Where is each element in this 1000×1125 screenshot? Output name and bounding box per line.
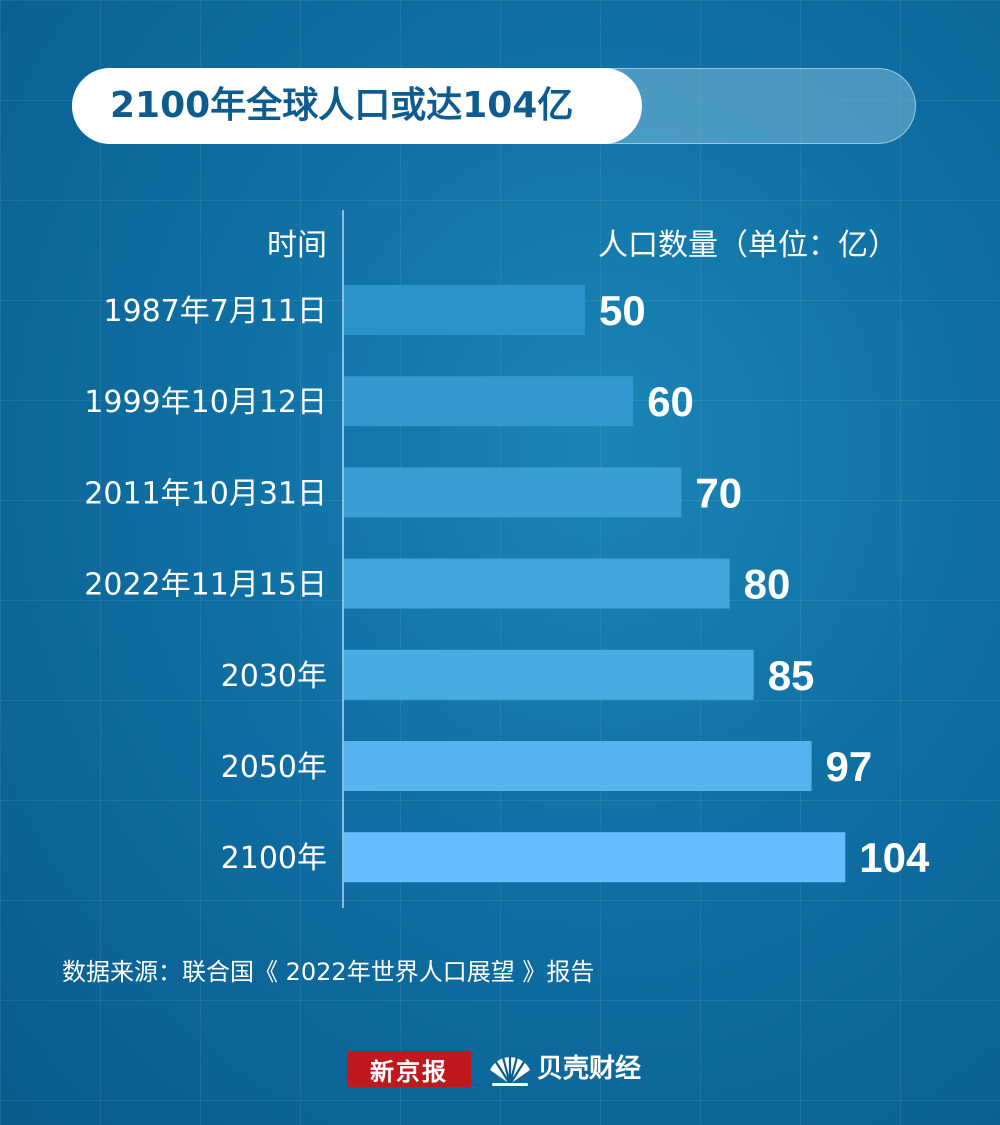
- category-label-3: 2022年11月15日: [84, 568, 327, 603]
- category-label-5: 2050年: [221, 750, 327, 785]
- value-label-6: 104: [859, 834, 930, 881]
- data-source-note: 数据来源：联合国《 2022年世界人口展望 》报告: [62, 958, 595, 986]
- value-label-3: 80: [744, 561, 791, 608]
- chart-title: 2100年全球人口或达104亿: [110, 85, 574, 126]
- category-label-0: 1987年7月11日: [103, 294, 327, 329]
- bar-3: [344, 558, 730, 609]
- category-axis-line: [342, 210, 344, 908]
- category-label-6: 2100年: [221, 841, 327, 876]
- title-banner-highlight: [72, 68, 642, 144]
- shell-icon: [490, 1056, 530, 1086]
- bar-6: [344, 832, 846, 883]
- value-label-1: 60: [647, 378, 694, 425]
- bar-5: [344, 741, 812, 791]
- bar-1: [344, 376, 634, 427]
- time-column-header: 时间: [267, 228, 327, 263]
- value-label-5: 97: [826, 743, 873, 790]
- beike-finance-logo-text: 贝壳财经: [537, 1054, 642, 1084]
- bar-0: [344, 285, 585, 335]
- category-label-2: 2011年10月31日: [84, 476, 327, 511]
- xinjingbao-logo: 新京报: [347, 1051, 471, 1087]
- xinjingbao-logo-text: 新京报: [370, 1056, 448, 1086]
- value-label-2: 70: [695, 469, 742, 516]
- category-label-1: 1999年10月12日: [84, 385, 327, 420]
- category-label-4: 2030年: [221, 659, 327, 694]
- bar-4: [344, 649, 754, 700]
- population-column-header: 人口数量（单位：亿）: [598, 228, 898, 263]
- value-label-4: 85: [768, 652, 815, 699]
- value-label-0: 50: [599, 287, 646, 334]
- bar-2: [344, 467, 682, 518]
